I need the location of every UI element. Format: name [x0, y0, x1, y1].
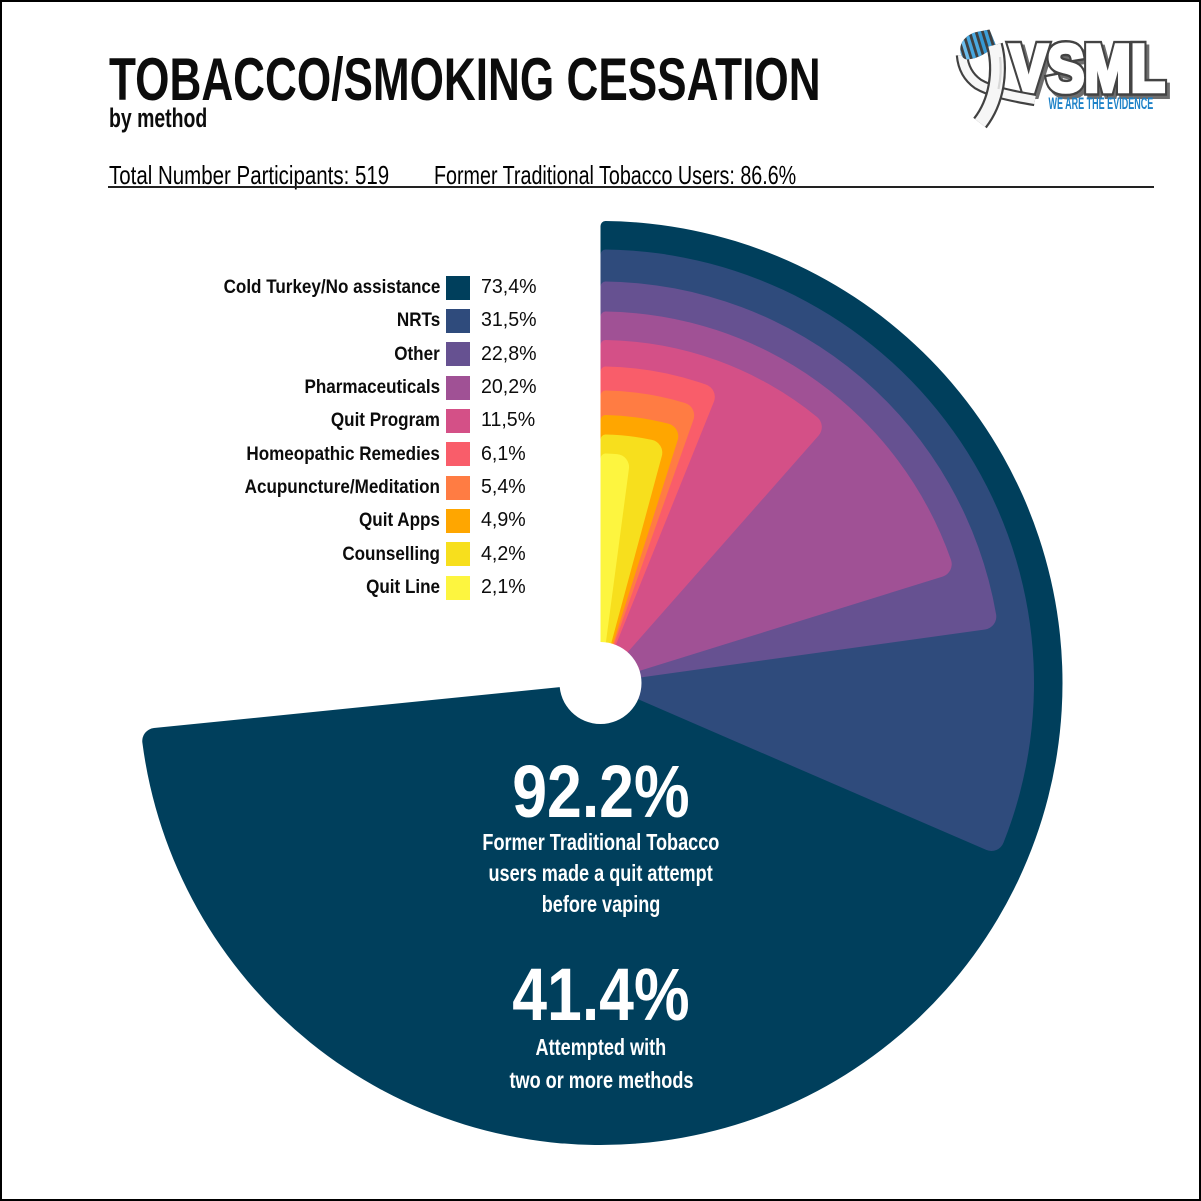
svg-text:VSML: VSML [1010, 32, 1165, 105]
svg-text:VSML: VSML [1013, 35, 1168, 108]
svg-text:WE ARE THE EVIDENCE: WE ARE THE EVIDENCE [1049, 94, 1154, 113]
